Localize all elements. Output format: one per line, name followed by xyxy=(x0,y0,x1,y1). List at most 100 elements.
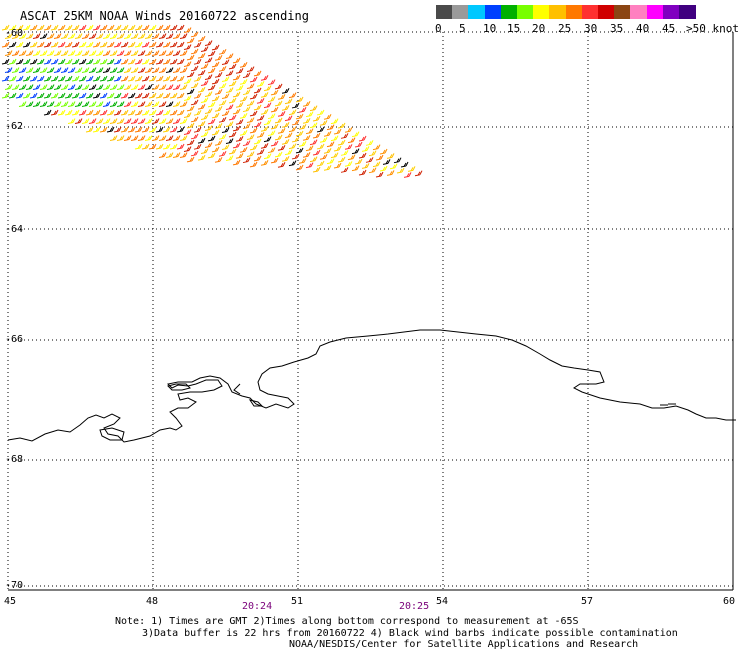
wind-barb xyxy=(141,41,150,48)
wind-barb xyxy=(396,167,405,174)
wind-barb xyxy=(211,61,220,68)
wind-barb xyxy=(57,24,66,31)
wind-barb xyxy=(67,67,76,73)
wind-barb xyxy=(74,84,83,90)
wind-barb xyxy=(270,106,279,113)
wind-barb xyxy=(1,75,10,82)
wind-barb xyxy=(190,116,199,123)
coastline-island xyxy=(167,383,191,391)
colorbar-label: 5 xyxy=(459,22,466,35)
wind-barb xyxy=(127,75,136,82)
wind-barb xyxy=(92,24,101,31)
wind-barb xyxy=(169,92,178,99)
wind-barb xyxy=(267,96,276,103)
wind-barb xyxy=(200,148,209,155)
wind-barb xyxy=(365,140,374,146)
wind-barb xyxy=(242,123,251,130)
wind-barb xyxy=(256,81,265,87)
wind-barb xyxy=(78,58,87,65)
wind-barb xyxy=(60,67,69,73)
wind-barb xyxy=(102,84,111,90)
wind-barb xyxy=(106,109,115,116)
wind-barb xyxy=(39,50,48,56)
wind-barb xyxy=(263,153,272,160)
wind-barb xyxy=(71,75,80,82)
wind-barb xyxy=(165,84,174,90)
wind-barb xyxy=(60,84,69,90)
wind-barb xyxy=(256,98,265,104)
wind-barb xyxy=(92,41,101,48)
wind-barb xyxy=(127,41,136,48)
wind-barb xyxy=(302,152,311,158)
wind-barb xyxy=(249,93,258,100)
wind-barb xyxy=(277,128,286,134)
wind-barb xyxy=(46,33,55,39)
wind-barb xyxy=(123,84,132,90)
wind-barb xyxy=(260,108,269,115)
wind-barb xyxy=(127,58,136,65)
wind-barb xyxy=(81,84,90,90)
wind-barb xyxy=(57,92,66,99)
colorbar-swatch xyxy=(581,5,599,19)
wind-barb xyxy=(123,67,132,73)
wind-barb xyxy=(148,58,157,65)
wind-barb xyxy=(144,50,153,56)
wind-barb xyxy=(193,58,202,65)
colorbar-swatch xyxy=(549,5,567,19)
wind-barb xyxy=(148,24,157,31)
wind-barb xyxy=(169,24,178,31)
wind-barb xyxy=(4,33,13,39)
wind-barb xyxy=(354,158,363,165)
wind-barb xyxy=(22,58,31,65)
wind-barb xyxy=(204,57,213,63)
wind-barb xyxy=(141,24,150,31)
colorbar-swatch xyxy=(565,5,583,19)
wind-barb xyxy=(326,141,335,148)
wind-barb xyxy=(232,125,241,132)
wind-barb xyxy=(155,58,164,65)
wind-barb xyxy=(239,78,248,85)
wind-barb xyxy=(323,165,332,171)
wind-barb xyxy=(169,126,178,133)
wind-barb xyxy=(165,33,174,39)
wind-barb xyxy=(274,83,283,90)
wind-barb xyxy=(218,99,227,106)
wind-barb xyxy=(249,144,258,151)
wind-barb xyxy=(32,84,41,90)
wind-barb xyxy=(92,126,101,133)
wind-barb xyxy=(228,131,237,138)
wind-barb xyxy=(281,105,290,111)
wind-barb xyxy=(193,92,202,99)
wind-barb xyxy=(36,24,45,31)
wind-barb xyxy=(113,58,122,65)
wind-barb xyxy=(239,129,248,136)
coastline-path xyxy=(7,329,736,443)
wind-barb xyxy=(183,27,192,33)
colorbar-swatch xyxy=(452,5,470,19)
colorbar-swatch xyxy=(630,5,648,19)
wind-barb xyxy=(361,163,370,169)
wind-barb xyxy=(106,41,115,48)
wind-barb xyxy=(18,101,27,107)
wind-barb xyxy=(326,124,335,131)
wind-barb xyxy=(281,139,290,145)
wind-barb xyxy=(312,166,321,173)
wind-barb xyxy=(253,121,262,128)
wind-barb xyxy=(155,75,164,82)
wind-barb xyxy=(267,113,276,120)
wind-barb xyxy=(8,24,17,31)
wind-barb xyxy=(225,87,234,94)
colorbar-swatch xyxy=(679,5,696,19)
wind-barb xyxy=(337,122,346,129)
wind-barb xyxy=(183,61,192,67)
wind-barb xyxy=(99,109,108,116)
wind-barb xyxy=(18,67,27,73)
wind-barb xyxy=(284,149,293,156)
wind-barb xyxy=(186,122,195,129)
lon-label: 45 xyxy=(4,596,17,607)
wind-barb xyxy=(109,67,118,73)
wind-barb xyxy=(60,33,69,39)
wind-barb xyxy=(141,143,150,150)
wind-barb xyxy=(176,24,185,31)
lat-label: -70 xyxy=(5,580,24,591)
